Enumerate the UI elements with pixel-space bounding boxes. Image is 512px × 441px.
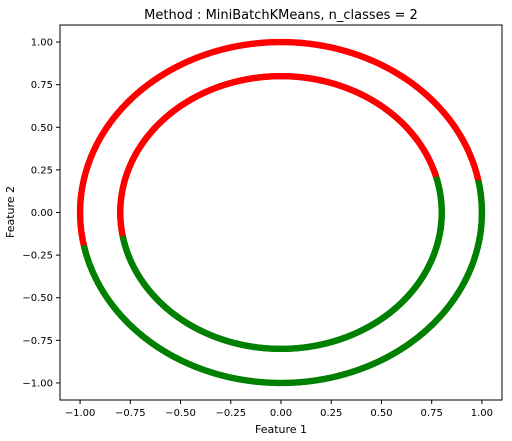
x-tick-label: 1.00 [471,408,493,419]
series-0 [76,38,483,252]
x-tick-label: 0.75 [421,408,443,419]
plot-frame [59,24,503,401]
y-tick-label: −0.25 [22,251,53,262]
x-tick-label: 0.00 [270,408,292,419]
y-axis-label: Feature 2 [4,186,17,238]
y-tick-label: −0.50 [22,293,53,304]
x-tick-label: −0.75 [115,408,146,419]
x-axis: −1.00 −0.75 −0.50 −0.25 0.00 0.25 0.50 0.75 1.00 [65,400,493,419]
x-tick-label: −0.50 [165,408,196,419]
chart-title: Method : MiniBatchKMeans, n_classes = 2 [144,8,418,23]
y-axis: −1.00 −0.75 −0.50 −0.25 0.00 0.25 0.50 0.75 1.00 [22,38,60,389]
y-tick-label: 0.50 [31,123,53,134]
x-tick-label: 0.25 [320,408,342,419]
data-point [433,176,441,183]
x-tick-label: 0.50 [370,408,392,419]
data-point [475,179,483,187]
x-tick-label: −0.25 [215,408,246,419]
y-tick-label: 1.00 [31,38,53,49]
y-tick-label: 0.75 [31,80,53,91]
series-1 [81,176,486,387]
x-tick-label: −1.00 [65,408,96,419]
y-tick-label: 0.00 [31,208,53,219]
y-tick-label: 0.25 [31,165,53,176]
y-tick-label: −0.75 [22,336,53,347]
y-tick-label: −1.00 [22,378,53,389]
data-points [76,38,486,387]
x-axis-label: Feature 1 [255,423,307,436]
